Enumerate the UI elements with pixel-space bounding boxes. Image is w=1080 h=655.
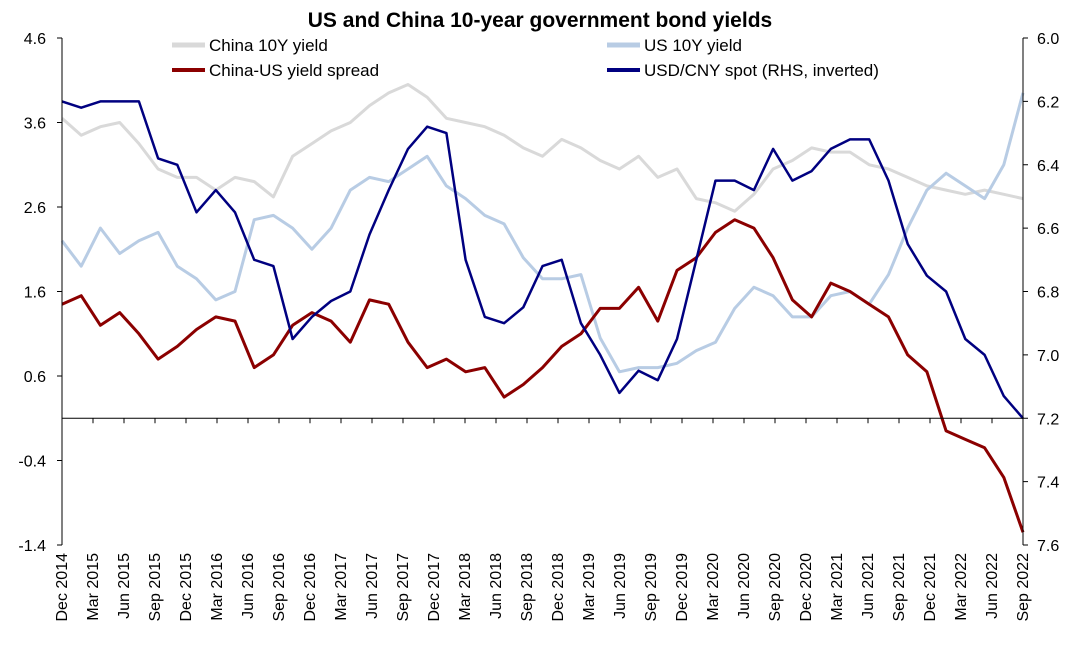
x-tick-label: Dec 2014: [54, 553, 71, 622]
x-tick-label: Jun 2019: [612, 553, 629, 619]
x-tick-label: Sep 2016: [271, 553, 288, 622]
x-tick-label: Dec 2019: [674, 553, 691, 622]
x-tick-label: Mar 2017: [333, 553, 350, 621]
right-tick-label: 6.6: [1037, 221, 1059, 238]
x-tick-label: Mar 2015: [85, 553, 102, 621]
x-tick-label: Dec 2015: [178, 553, 195, 622]
legend-label-china-10y: China 10Y yield: [209, 36, 328, 55]
left-tick-label: 1.6: [24, 285, 46, 302]
left-tick-label: 2.6: [24, 200, 46, 217]
x-axis-ticks: Dec 2014 Mar 2015 Jun 2015 Sep 2015 Dec 2015…: [54, 418, 1032, 622]
x-tick-label: Mar 2022: [953, 553, 970, 621]
china-10y-line: [61, 83, 1024, 213]
x-tick-label: Dec 2017: [426, 553, 443, 622]
right-tick-label: 7.6: [1037, 538, 1059, 555]
right-tick-label: 7.4: [1037, 475, 1059, 492]
left-tick-label: 3.6: [24, 116, 46, 133]
x-tick-label: Jun 2020: [736, 553, 753, 619]
left-tick-label: -0.4: [18, 454, 46, 471]
right-tick-label: 6.4: [1037, 158, 1059, 175]
right-tick-label: 6.2: [1037, 94, 1059, 111]
x-tick-label: Dec 2021: [922, 553, 939, 622]
x-tick-label: Mar 2019: [581, 553, 598, 621]
x-tick-label: Jun 2016: [240, 553, 257, 619]
x-tick-label: Sep 2020: [767, 553, 784, 622]
legend-label-usdcny: USD/CNY spot (RHS, inverted): [644, 61, 879, 80]
spread-line: [61, 218, 1025, 533]
x-tick-label: Jun 2018: [488, 553, 505, 619]
x-tick-label: Sep 2015: [147, 553, 164, 622]
x-tick-label: Sep 2017: [395, 553, 412, 622]
x-tick-label: Sep 2021: [891, 553, 908, 622]
x-tick-label: Mar 2016: [209, 553, 226, 621]
left-tick-label: 0.6: [24, 369, 46, 386]
usdcny-line: [61, 100, 1024, 420]
legend-label-spread: China-US yield spread: [209, 61, 379, 80]
legend-label-us-10y: US 10Y yield: [644, 36, 742, 55]
left-tick-label: 4.6: [24, 31, 46, 48]
x-tick-label: Sep 2022: [1015, 553, 1032, 622]
right-tick-label: 7.0: [1037, 348, 1059, 365]
x-tick-label: Mar 2021: [829, 553, 846, 621]
series-layer: [60, 83, 1025, 533]
x-tick-label: Dec 2016: [302, 553, 319, 622]
legend: China 10Y yield US 10Y yield China-US yi…: [172, 36, 879, 80]
right-tick-label: 7.2: [1037, 411, 1059, 428]
x-tick-label: Sep 2019: [643, 553, 660, 622]
x-tick-label: Dec 2020: [798, 553, 815, 622]
x-tick-label: Mar 2018: [457, 553, 474, 621]
x-tick-label: Jun 2017: [364, 553, 381, 619]
right-tick-label: 6.8: [1037, 285, 1059, 302]
left-axis-ticks: -1.4 -0.4 0.6 1.6 2.6 3.6 4.6: [18, 31, 62, 555]
left-tick-label: -1.4: [18, 538, 46, 555]
chart-title: US and China 10-year government bond yie…: [308, 9, 772, 32]
x-tick-label: Mar 2020: [705, 553, 722, 621]
x-tick-label: Jun 2015: [116, 553, 133, 619]
right-tick-label: 6.0: [1037, 31, 1059, 48]
us-10y-line: [60, 92, 1025, 374]
x-tick-label: Sep 2018: [519, 553, 536, 622]
x-tick-label: Jun 2021: [860, 553, 877, 619]
x-tick-label: Jun 2022: [984, 553, 1001, 619]
x-tick-label: Dec 2018: [550, 553, 567, 622]
right-axis-ticks: 6.0 6.2 6.4 6.6 6.8 7.0 7.2 7.4 7.6: [1023, 31, 1059, 555]
